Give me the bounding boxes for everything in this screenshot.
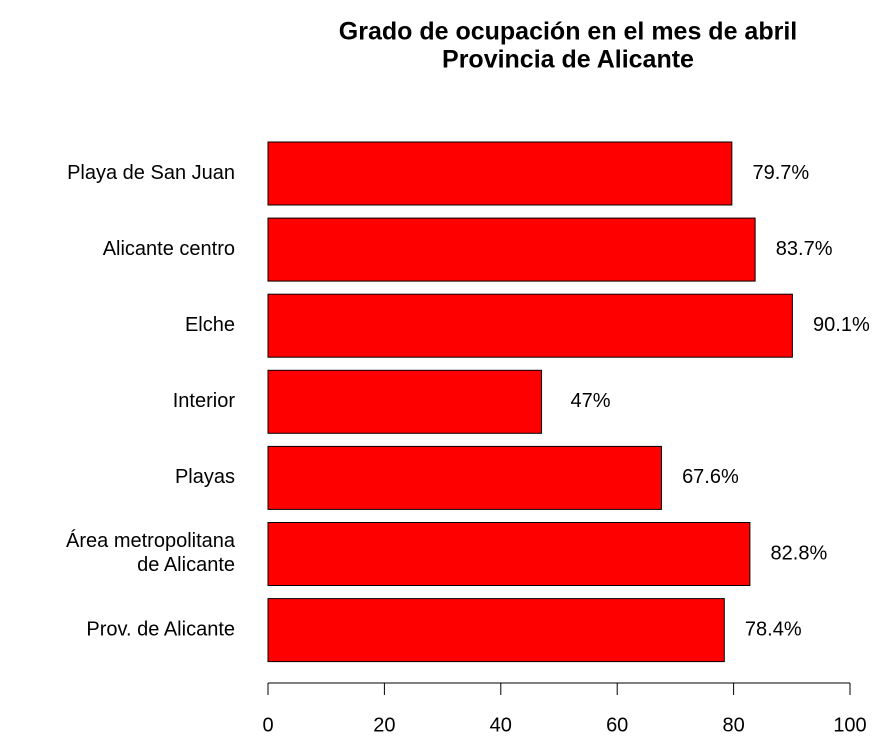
value-label: 78.4%: [745, 618, 802, 640]
bar: [267, 293, 793, 358]
y-tick-label: Área metropolitana de Alicante: [66, 529, 236, 576]
x-tick-label: 60: [606, 714, 628, 736]
bar: [267, 598, 725, 663]
chart-subtitle: Provincia de Alicante: [442, 46, 694, 74]
x-tick-label: 40: [490, 714, 512, 736]
y-tick-label: Interior: [173, 390, 236, 412]
bar: [267, 141, 733, 206]
value-label: 67.6%: [682, 466, 739, 488]
y-tick-label: Alicante centro: [103, 238, 235, 260]
value-label: 47%: [571, 390, 611, 412]
x-tick-label: 0: [262, 714, 273, 736]
y-tick-label: Elche: [185, 314, 235, 336]
value-label: 82.8%: [771, 542, 828, 564]
y-tick-label: Playas: [175, 466, 235, 488]
y-tick-label: Prov. de Alicante: [86, 618, 235, 640]
bar: [267, 445, 662, 510]
bar: [267, 522, 751, 586]
bar: [267, 217, 756, 282]
y-tick-label: Playa de San Juan: [67, 162, 235, 184]
x-tick-label: 100: [833, 714, 866, 736]
chart-title: Grado de ocupación en el mes de abril: [339, 18, 797, 46]
x-tick-label: 80: [722, 714, 744, 736]
value-label: 90.1%: [813, 314, 870, 336]
value-label: 83.7%: [776, 238, 833, 260]
bar: [267, 369, 543, 434]
value-label: 79.7%: [752, 162, 809, 184]
x-tick-label: 20: [373, 714, 395, 736]
